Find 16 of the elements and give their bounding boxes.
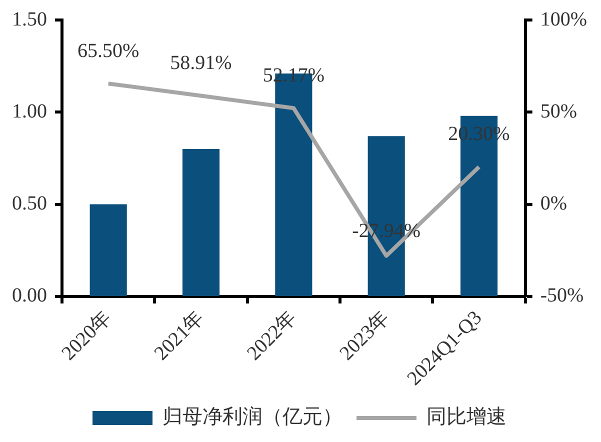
data-label: -27.94%	[352, 220, 420, 242]
bar	[90, 204, 127, 296]
y2-tick-label: -50%	[540, 284, 584, 307]
y2-tick-label: 50%	[540, 100, 578, 122]
x-tick-label: 2021年	[150, 306, 208, 365]
bar	[182, 149, 220, 296]
data-label: 65.50%	[78, 40, 140, 62]
y-tick-label: 1.00	[12, 100, 47, 122]
legend-label: 同比增速	[426, 404, 506, 428]
y-tick-label: 0.00	[12, 284, 47, 307]
y2-tick-label: 100%	[540, 8, 588, 30]
y-tick-label: 0.50	[12, 192, 47, 215]
y-tick-label: 1.50	[12, 8, 47, 30]
legend-label: 归母净利润（亿元）	[162, 404, 342, 428]
y2-tick-label: 0%	[540, 192, 568, 215]
data-label: 58.91%	[170, 52, 232, 74]
